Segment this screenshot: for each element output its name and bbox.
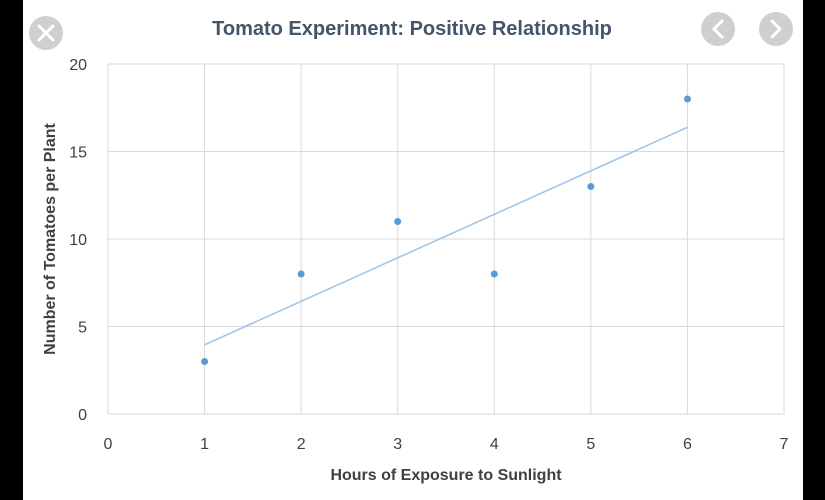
x-tick-label: 6	[683, 436, 692, 453]
trendline-group	[204, 126, 688, 346]
data-points	[201, 95, 691, 365]
close-icon	[37, 24, 55, 42]
y-tick-label: 0	[78, 407, 87, 424]
y-tick-label: 20	[69, 57, 87, 74]
data-point	[490, 270, 498, 278]
close-button[interactable]	[29, 16, 63, 50]
tick-labels: 0 1 2 3 4 5 6 7 0 5 10 15 20	[69, 57, 788, 453]
data-point	[201, 358, 209, 365]
x-tick-label: 2	[297, 436, 306, 453]
x-tick-label: 3	[393, 436, 402, 453]
gridlines	[108, 63, 785, 414]
chevron-right-icon	[770, 19, 782, 39]
y-tick-label: 10	[69, 232, 87, 249]
x-tick-label: 0	[104, 436, 113, 453]
previous-button[interactable]	[701, 12, 735, 46]
x-tick-label: 5	[586, 436, 595, 453]
y-tick-label: 5	[78, 320, 87, 337]
chevron-left-icon	[712, 19, 724, 39]
x-axis-label: Hours of Exposure to Sunlight	[330, 467, 562, 484]
chart-title: Tomato Experiment: Positive Relationship	[212, 18, 612, 40]
axes	[107, 64, 784, 415]
data-point	[394, 218, 402, 225]
x-tick-label: 7	[780, 436, 789, 453]
next-button[interactable]	[759, 12, 793, 46]
data-point	[683, 95, 691, 103]
x-tick-label: 1	[200, 436, 209, 453]
y-axis-label: Number of Tomatoes per Plant	[42, 122, 59, 354]
data-point	[297, 270, 305, 278]
trendline	[204, 126, 688, 346]
x-tick-label: 4	[490, 436, 499, 453]
data-point	[587, 183, 595, 190]
y-tick-label: 15	[69, 145, 87, 162]
chart-background	[23, 0, 803, 500]
